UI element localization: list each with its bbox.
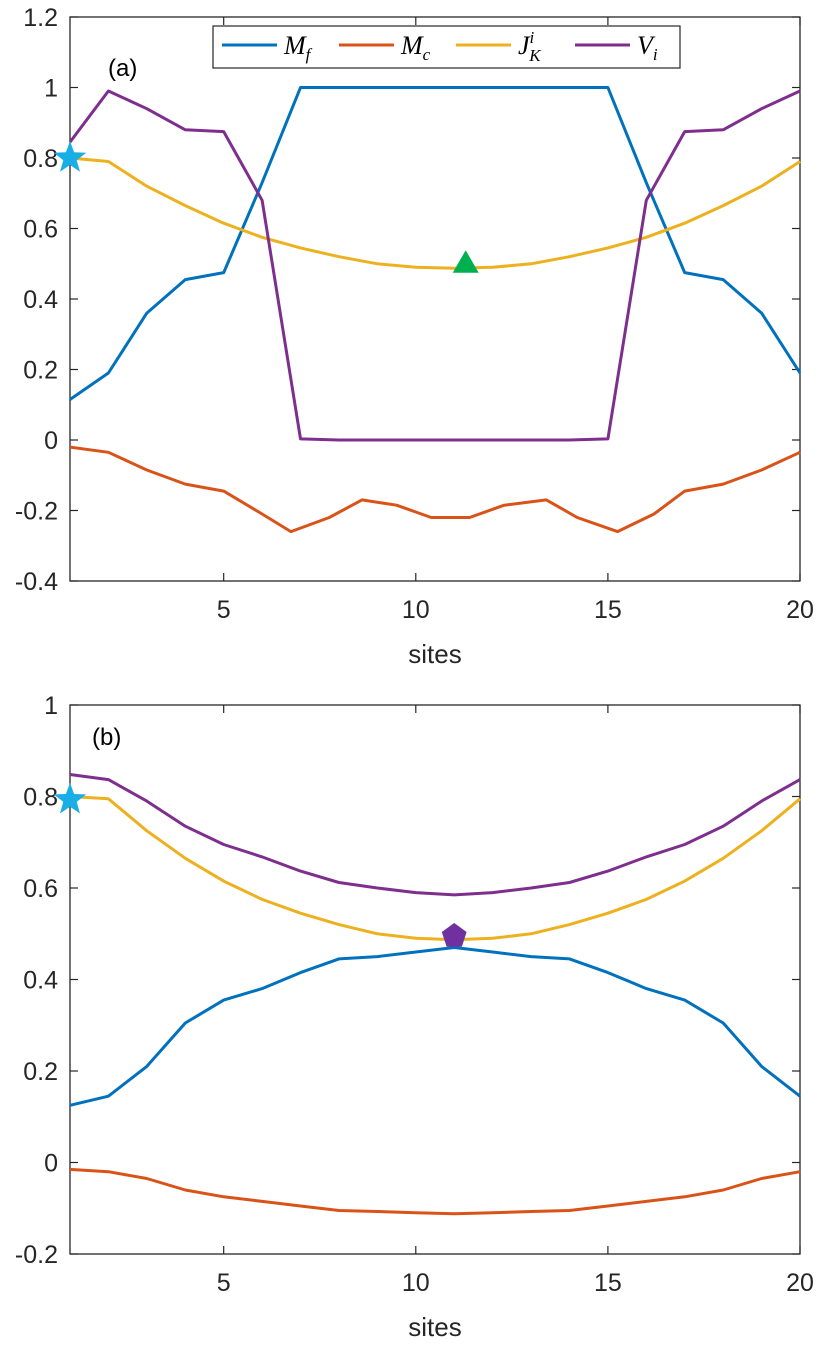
legend-label-Mc: Mc [400, 31, 431, 64]
triangle-marker [452, 250, 479, 273]
legend-label-Vi: Vi [637, 31, 658, 64]
panel-label: (a) [108, 55, 137, 82]
x-tick-label: 20 [786, 596, 814, 624]
y-tick-label: 0.2 [23, 1058, 58, 1086]
x-axis-label: sites [408, 1312, 461, 1342]
legend-label-Mf: Mf [283, 31, 313, 64]
x-tick-label: 10 [402, 596, 430, 624]
x-tick-label: 20 [786, 1269, 814, 1297]
legend-entry-Mf: Mf [222, 31, 313, 64]
series-line-Vi [69, 773, 801, 897]
y-tick-label: 0.4 [23, 286, 58, 314]
y-tick-label: -0.2 [15, 498, 58, 526]
series-line-Mc [69, 1167, 801, 1216]
x-tick-label: 5 [217, 596, 231, 624]
series-line-JK [69, 156, 801, 270]
y-tick-label: 0.8 [23, 145, 58, 173]
axes-box [69, 704, 801, 1255]
x-tick-label: 15 [594, 1269, 622, 1297]
legend: Mf Mc Ji K Vi [212, 25, 681, 69]
y-tick-label: 0.8 [23, 784, 58, 812]
series-line-Mf [69, 946, 801, 1107]
y-tick-label: 0.4 [23, 967, 58, 995]
panel-label: (b) [92, 724, 121, 751]
chart-panel-a: -0.4 -0.2 0 0.2 0.4 0.6 0.8 1 1.2 5 10 15 20 sites (a)… [15, 4, 814, 669]
legend-label-JK: Ji K [518, 28, 542, 65]
y-tick-label: 1 [44, 692, 58, 720]
series-line-JK [69, 795, 801, 942]
axes-box [69, 16, 801, 582]
y-tick-label: 1 [44, 75, 58, 103]
legend-entry-Mc: Mc [339, 31, 431, 64]
series-line-Vi [68, 89, 801, 442]
x-tick-label: 15 [594, 596, 622, 624]
y-tick-label: -0.4 [15, 568, 58, 596]
series-line-Mc [69, 445, 801, 534]
legend-entry-JK: Ji K [456, 28, 542, 65]
x-axis-label: sites [408, 639, 461, 669]
y-tick-label: 0.2 [23, 357, 58, 385]
y-tick-label: 0.6 [23, 875, 58, 903]
y-tick-label: 1.2 [23, 4, 58, 32]
y-tick-label: -0.2 [15, 1241, 58, 1269]
x-tick-label: 10 [402, 1269, 430, 1297]
series-line-Mf [69, 86, 802, 401]
legend-entry-Vi: Vi [575, 31, 658, 64]
pentagon-marker [441, 923, 467, 947]
y-tick-label: 0.6 [23, 216, 58, 244]
x-tick-label: 5 [217, 1269, 231, 1297]
y-tick-label: 0 [44, 427, 58, 455]
y-tick-label: 0 [44, 1150, 58, 1178]
star-marker [53, 782, 87, 814]
legend-box [212, 25, 681, 69]
star-marker [53, 141, 87, 172]
